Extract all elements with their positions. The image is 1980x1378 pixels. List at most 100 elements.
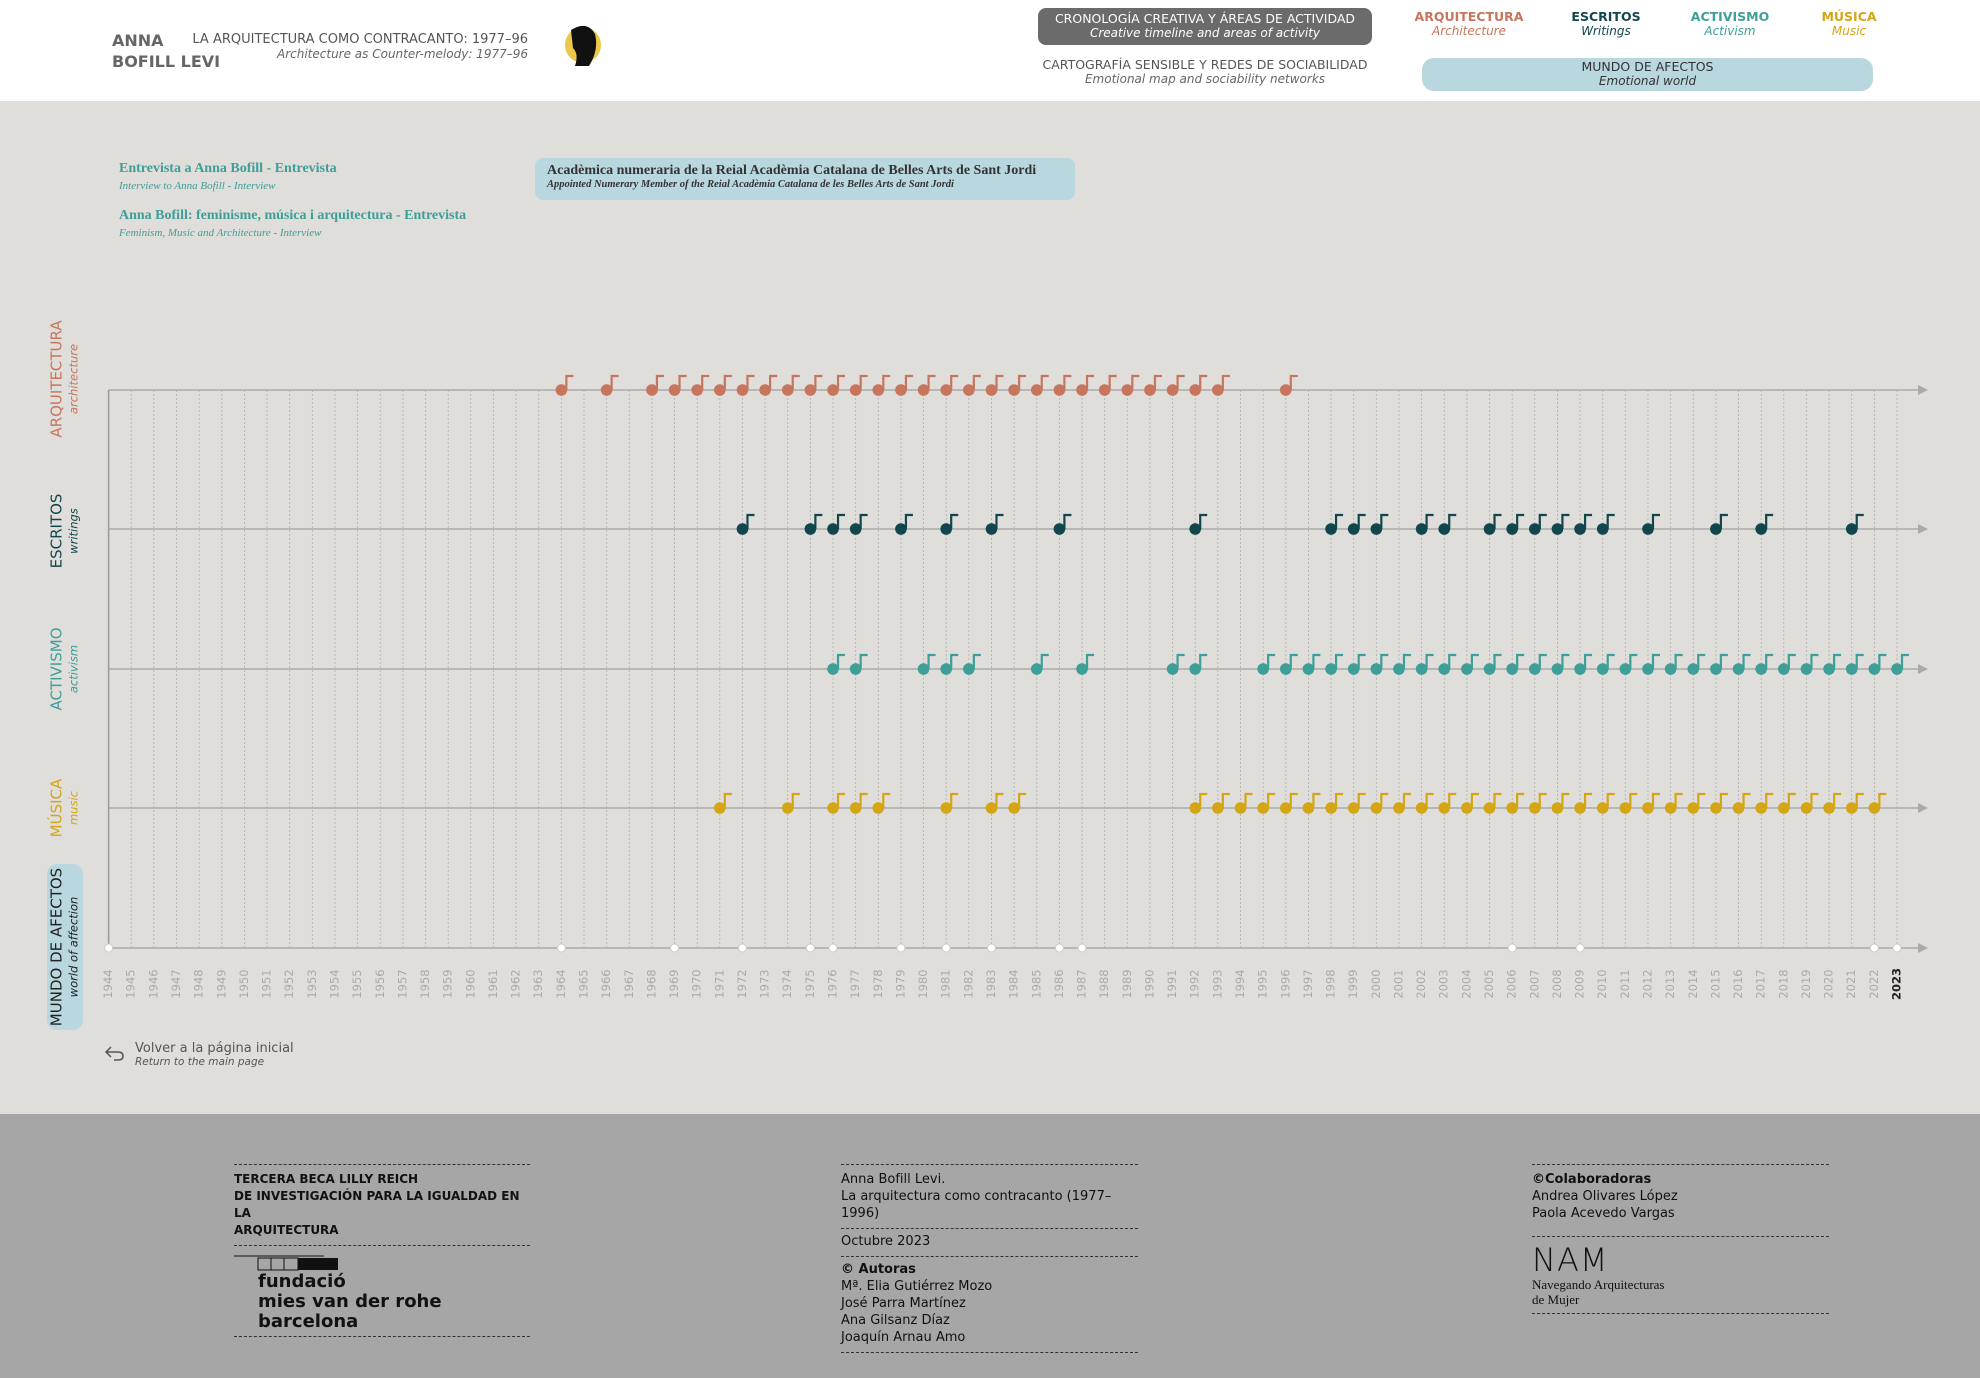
area-subtitle: Architecture: [1432, 24, 1506, 38]
nav-item-active[interactable]: CRONOLOGÍA CREATIVA Y ÁREAS DE ACTIVIDAD…: [1038, 8, 1372, 45]
event-flag: [950, 792, 959, 808]
name-line: ANNA: [112, 31, 164, 50]
area-link[interactable]: ACTIVISMO Activism: [1670, 9, 1790, 38]
event-dot: [1710, 802, 1722, 814]
row-sublabel: writings: [67, 508, 81, 554]
logo-mark: [234, 1255, 338, 1271]
event-dot: [896, 943, 906, 953]
event-flag: [1900, 653, 1909, 669]
area-link[interactable]: ESCRITOS Writings: [1546, 9, 1666, 38]
year-label: 1955: [350, 969, 364, 998]
event-dot: [828, 943, 838, 953]
event-flag: [1810, 792, 1819, 808]
event-dot: [1845, 523, 1858, 535]
event-flag: [1131, 374, 1140, 390]
event-flag: [1402, 792, 1411, 808]
event-flag: [1538, 513, 1547, 529]
event-dot: [668, 384, 681, 396]
project-subtitle: Architecture as Counter-melody: 1977–96: [277, 47, 528, 61]
back-title: Volver a la página inicial: [135, 1041, 294, 1056]
event-flag: [1855, 792, 1864, 808]
event-flag: [1425, 792, 1434, 808]
area-link[interactable]: ARQUITECTURA Architecture: [1409, 9, 1529, 38]
event-dot: [1234, 802, 1247, 814]
event-flag: [1719, 513, 1728, 529]
year-label: 2003: [1437, 969, 1451, 998]
event-flag: [1312, 653, 1321, 669]
event-dot: [1347, 523, 1360, 535]
event-dot: [872, 384, 885, 396]
event-dot: [1528, 663, 1541, 675]
year-label: 1964: [554, 969, 568, 998]
event-dot: [963, 384, 975, 396]
event-dot: [1189, 384, 1202, 396]
event-dot: [940, 384, 953, 396]
nav-item[interactable]: CARTOGRAFÍA SENSIBLE Y REDES DE SOCIABIL…: [1038, 57, 1372, 86]
project[interactable]: LA ARQUITECTURA COMO CONTRACANTO: 1977–9…: [192, 32, 528, 61]
nam-line: de Mujer: [1532, 1292, 1580, 1307]
event-flag: [1561, 653, 1570, 669]
event-flag: [1855, 653, 1864, 669]
year-label: 1998: [1324, 969, 1338, 998]
event-dot: [940, 663, 953, 675]
year-label: 1972: [735, 969, 749, 998]
event-flag: [1629, 792, 1638, 808]
event-flag: [678, 374, 687, 390]
collab-title: ©Colaboradoras: [1532, 1172, 1652, 1187]
event-dot: [1166, 663, 1179, 675]
nav-item[interactable]: MUNDO DE AFECTOS Emotional world: [1422, 58, 1873, 91]
back-link[interactable]: Volver a la página inicial Return to the…: [104, 1041, 294, 1068]
work-line: La arquitectura como contracanto (1977–1…: [841, 1189, 1112, 1221]
event-flag: [746, 374, 755, 390]
year-label: 2005: [1482, 969, 1496, 998]
author-name[interactable]: ANNA BOFILL LEVI: [112, 30, 220, 72]
year-label: 1978: [871, 969, 885, 998]
event-dot: [1370, 802, 1383, 814]
event-flag: [1493, 513, 1502, 529]
year-label: 1948: [192, 969, 206, 998]
event-flag: [927, 653, 936, 669]
event-dot: [917, 663, 930, 675]
link[interactable]: Entrevista a Anna Bofill - Entrevista In…: [119, 161, 337, 192]
event-dot: [1189, 663, 1202, 675]
event-flag: [1765, 513, 1774, 529]
event-dot: [1415, 663, 1428, 675]
event-flag: [1153, 374, 1162, 390]
event-flag: [1651, 513, 1660, 529]
area-title: ACTIVISMO: [1690, 9, 1770, 24]
event-flag: [927, 374, 936, 390]
highlight[interactable]: Acadèmica numeraria de la Reial Acadèmia…: [535, 158, 1075, 200]
event-dot: [1755, 663, 1767, 675]
event-flag: [1357, 653, 1366, 669]
event-dot: [1053, 523, 1066, 535]
grant-line: TERCERA BECA LILLY REICH: [234, 1172, 419, 1186]
event-flag: [1674, 653, 1683, 669]
row-label: MUNDO DE AFECTOS: [48, 868, 66, 1026]
event-dot: [940, 802, 953, 814]
year-label: 1944: [101, 969, 115, 998]
event-dot: [1008, 384, 1020, 396]
year-label: 1981: [939, 969, 953, 998]
event-dot: [1461, 802, 1473, 814]
event-flag: [1832, 653, 1842, 669]
event-dot: [1483, 663, 1496, 675]
event-flag: [723, 792, 732, 808]
link-title: Anna Bofill: feminisme, música i arquite…: [119, 208, 467, 223]
event-flag: [859, 513, 868, 529]
year-label: 1982: [961, 969, 975, 998]
event-flag: [1561, 513, 1570, 529]
area-title: ESCRITOS: [1571, 9, 1641, 24]
back-subtitle: Return to the main page: [135, 1056, 265, 1068]
event-dot: [827, 802, 839, 814]
year-label: 1971: [712, 969, 726, 998]
event-dot: [1438, 663, 1451, 675]
event-dot: [1506, 523, 1518, 535]
year-label: 1968: [644, 969, 658, 998]
collaborator: Andrea Olivares López: [1532, 1189, 1678, 1204]
year-label: 1958: [418, 969, 432, 998]
event-dot: [1415, 523, 1428, 535]
link[interactable]: Anna Bofill: feminisme, música i arquite…: [119, 208, 466, 239]
year-label: 1962: [509, 969, 523, 998]
area-link[interactable]: MÚSICA Music: [1789, 9, 1909, 38]
